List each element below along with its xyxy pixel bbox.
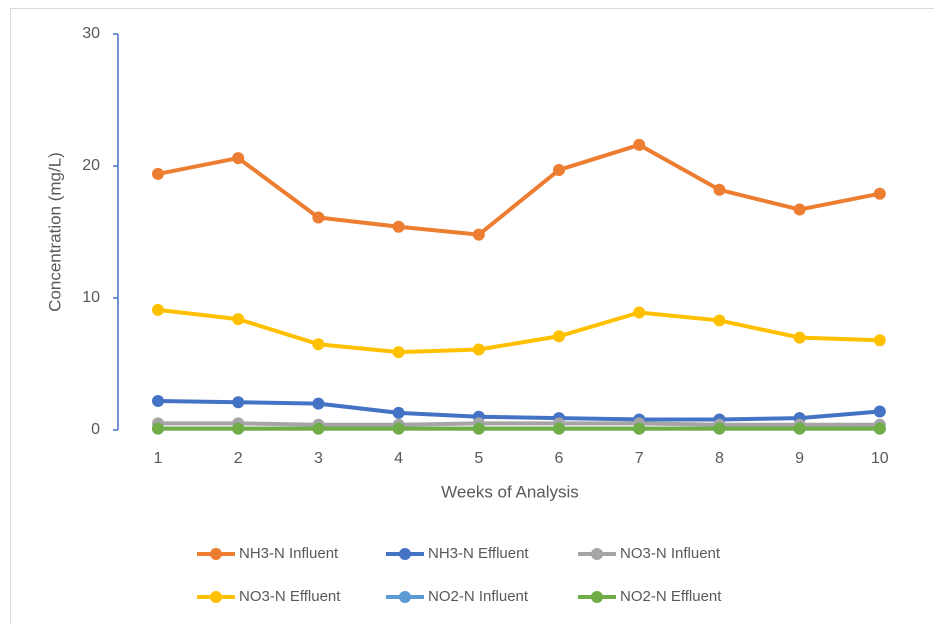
data-point — [152, 303, 164, 316]
data-point — [472, 228, 485, 241]
data-point — [873, 187, 886, 200]
series-line — [157, 142, 881, 237]
x-tick-label: 8 — [715, 450, 724, 467]
data-point — [312, 211, 325, 224]
data-point — [392, 422, 405, 435]
data-point — [232, 313, 245, 326]
data-point — [312, 397, 325, 410]
data-point — [232, 152, 245, 165]
data-point — [312, 422, 325, 435]
legend-label: NO2-N Effluent — [620, 588, 722, 605]
data-point — [152, 394, 164, 407]
data-point — [793, 331, 806, 344]
legend-marker — [399, 591, 411, 603]
data-point — [472, 422, 485, 435]
legend-marker — [210, 591, 222, 603]
data-point — [312, 338, 325, 351]
y-axis-label: Concentration (mg/L) — [45, 152, 64, 312]
data-point — [793, 203, 806, 216]
data-point — [713, 422, 726, 435]
legend-marker — [591, 591, 603, 603]
x-axis-label: Weeks of Analysis — [441, 482, 579, 501]
data-point — [232, 396, 245, 409]
data-point — [713, 183, 726, 196]
y-tick-label: 30 — [82, 25, 100, 42]
data-point — [633, 306, 646, 319]
legend-label: NH3-N Effluent — [428, 545, 529, 562]
data-point — [553, 330, 565, 343]
legend-label: NO3-N Effluent — [239, 588, 341, 605]
data-point — [392, 346, 405, 359]
data-point — [793, 422, 806, 435]
x-tick-label: 6 — [555, 450, 564, 467]
x-tick-label: 9 — [795, 450, 804, 467]
data-point — [553, 422, 565, 435]
y-tick-label: 0 — [91, 421, 100, 438]
legend-label: NO2-N Influent — [428, 588, 529, 605]
data-point — [392, 220, 405, 233]
data-point — [553, 163, 565, 176]
data-point — [873, 422, 886, 435]
data-point — [873, 334, 886, 347]
data-point — [152, 422, 164, 435]
data-point — [472, 343, 485, 356]
x-tick-label: 4 — [394, 450, 403, 467]
x-tick-label: 3 — [314, 450, 323, 467]
legend-marker — [591, 548, 603, 560]
x-tick-label: 2 — [234, 450, 243, 467]
x-tick-label: 7 — [635, 450, 644, 467]
legend-label: NH3-N Influent — [239, 545, 339, 562]
series-line — [157, 307, 880, 355]
series-line — [158, 421, 880, 427]
chart-frame — [10, 8, 934, 624]
legend-label: NO3-N Influent — [620, 545, 721, 562]
series-line — [157, 398, 880, 422]
data-point — [713, 314, 726, 327]
data-point — [232, 422, 245, 435]
x-tick-label: 1 — [154, 450, 163, 467]
y-tick-label: 10 — [82, 289, 100, 306]
data-point — [392, 406, 405, 419]
data-point — [152, 167, 164, 180]
legend-marker — [399, 548, 411, 560]
data-point — [873, 405, 886, 418]
data-point — [633, 138, 646, 151]
data-point — [633, 422, 646, 435]
legend-marker — [210, 548, 222, 560]
y-tick-label: 20 — [82, 157, 100, 174]
x-tick-label: 10 — [871, 450, 889, 467]
x-tick-label: 5 — [474, 450, 483, 467]
